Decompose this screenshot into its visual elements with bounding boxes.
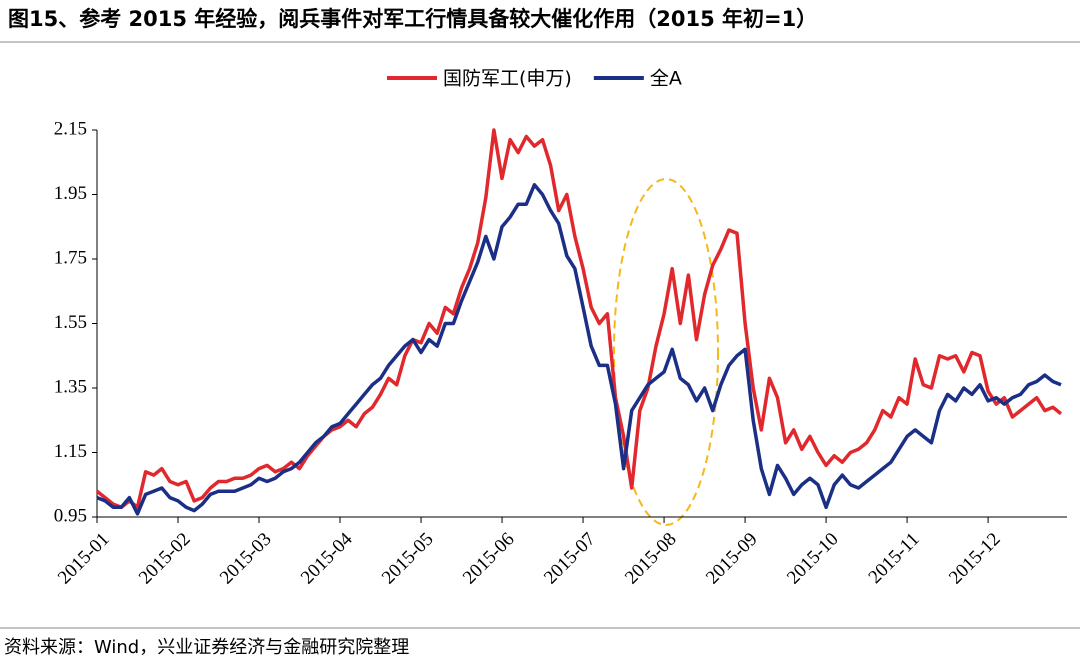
y-tick-label: 1.35 (54, 376, 87, 397)
x-tick-label: 2015-03 (216, 529, 276, 589)
legend-label: 国防军工(申万) (443, 68, 572, 90)
x-tick-label: 2015-10 (783, 529, 843, 589)
chart-title: 图15、参考 2015 年经验，阅兵事件对军工行情具备较大催化作用（2015 年… (8, 7, 817, 31)
x-tick-label: 2015-09 (702, 529, 762, 589)
y-tick-label: 1.15 (54, 441, 87, 462)
series-line (96, 183, 1062, 516)
series-line (95, 128, 1063, 510)
legend-label: 全A (650, 68, 682, 90)
x-tick-label: 2015-11 (865, 529, 924, 588)
x-tick-label: 2015-12 (945, 529, 1005, 589)
x-tick-label: 2015-07 (540, 529, 600, 589)
highlight-ellipse (613, 178, 719, 526)
y-tick-label: 1.55 (54, 312, 87, 333)
source: 资料来源：Wind，兴业证券经济与金融研究院整理 (4, 637, 409, 658)
x-tick-label: 2015-04 (297, 528, 357, 588)
x-tick-label: 2015-06 (459, 529, 519, 589)
y-tick-label: 1.75 (54, 247, 87, 268)
y-tick-label: 2.15 (54, 118, 87, 139)
y-tick-label: 0.95 (54, 505, 87, 526)
x-tick-label: 2015-08 (621, 529, 681, 589)
x-tick-label: 2015-05 (378, 529, 438, 589)
x-tick-label: 2015-01 (54, 529, 114, 589)
x-tick-label: 2015-02 (135, 529, 195, 589)
y-tick-label: 1.95 (54, 183, 87, 204)
